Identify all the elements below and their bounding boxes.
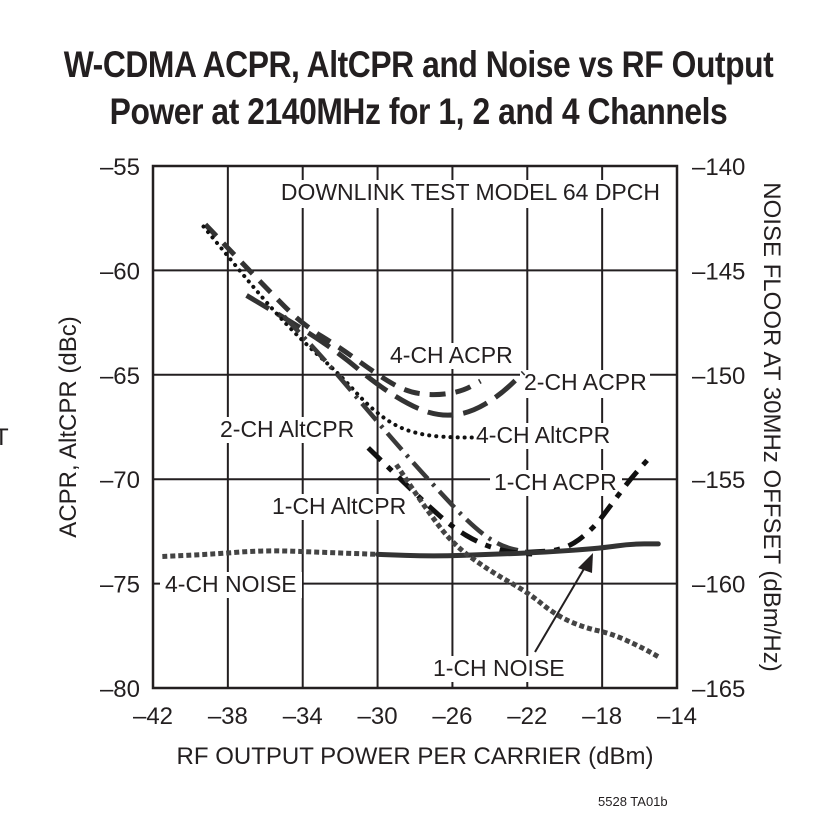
label-4ch-acpr: 4-CH ACPR	[390, 342, 513, 368]
y-tick-label: –75	[100, 572, 140, 599]
y2-tick-label: –165	[692, 676, 745, 703]
y2-tick-label: –155	[692, 467, 745, 494]
x-axis-ticks: –42 –38 –34 –30 –26 –22 –18 –14	[133, 703, 697, 730]
x-tick-label: –42	[133, 703, 173, 730]
noise-arrow	[534, 561, 589, 653]
series-2-ch-altcpr	[282, 314, 528, 555]
figure-id: 5528 TA01b	[598, 794, 668, 809]
y-axis-label: ACPR, AltCPR (dBc)	[55, 316, 82, 537]
series-4-ch-altcpr	[201, 224, 477, 440]
y2-tick-label: –140	[692, 154, 745, 181]
y-tick-label: –70	[100, 467, 140, 494]
x-tick-label: –38	[208, 703, 248, 730]
x-tick-label: –14	[657, 703, 697, 730]
y-axis-ticks: –55 –60 –65 –70 –75 –80	[100, 154, 140, 703]
label-4ch-noise: 4-CH NOISE	[165, 571, 297, 597]
y-tick-label: –80	[100, 676, 140, 703]
label-1ch-noise: 1-CH NOISE	[433, 655, 565, 681]
y2-axis-label: NOISE FLOOR AT 30MHz OFFSET (dBm/Hz)	[758, 182, 785, 671]
label-1ch-acpr: 1-CH ACPR	[494, 469, 617, 495]
x-tick-label: –18	[582, 703, 622, 730]
label-4ch-altcpr: 4-CH AltCPR	[476, 422, 610, 448]
series-4-ch-acpr	[203, 222, 482, 398]
x-tick-label: –34	[283, 703, 323, 730]
stray-glyph: T	[0, 424, 9, 451]
label-2ch-altcpr: 2-CH AltCPR	[220, 416, 354, 442]
series-lines	[162, 222, 661, 659]
test-model-annotation: DOWNLINK TEST MODEL 64 DPCH	[281, 179, 660, 205]
series-labels: DOWNLINK TEST MODEL 64 DPCH 4-CH ACPR 2-…	[165, 179, 660, 681]
series-4-ch-noise	[162, 548, 378, 559]
plot-frame	[151, 164, 679, 690]
x-tick-label: –26	[432, 703, 472, 730]
y2-tick-label: –145	[692, 258, 745, 285]
y-tick-label: –55	[100, 154, 140, 181]
series-1-ch-noise	[394, 463, 660, 659]
y-tick-label: –60	[100, 258, 140, 285]
y2-axis-ticks: –140 –145 –150 –155 –160 –165	[692, 154, 745, 703]
x-tick-label: –22	[507, 703, 547, 730]
chart-title-line-1: W-CDMA ACPR, AltCPR and Noise vs RF Outp…	[63, 44, 774, 85]
series-1-ch-noise-solid	[375, 541, 661, 559]
label-1ch-altcpr: 1-CH AltCPR	[272, 493, 406, 519]
label-2ch-acpr: 2-CH ACPR	[524, 369, 647, 395]
x-tick-label: –30	[358, 703, 398, 730]
series-1-ch-altcpr	[366, 446, 537, 557]
y2-tick-label: –160	[692, 572, 745, 599]
y-tick-label: –65	[100, 363, 140, 390]
x-axis-label: RF OUTPUT POWER PER CARRIER (dBm)	[177, 743, 654, 770]
arrow-head-icon	[578, 553, 593, 573]
y2-tick-label: –150	[692, 363, 745, 390]
chart-title-line-2: Power at 2140MHz for 1, 2 and 4 Channels	[109, 91, 728, 132]
